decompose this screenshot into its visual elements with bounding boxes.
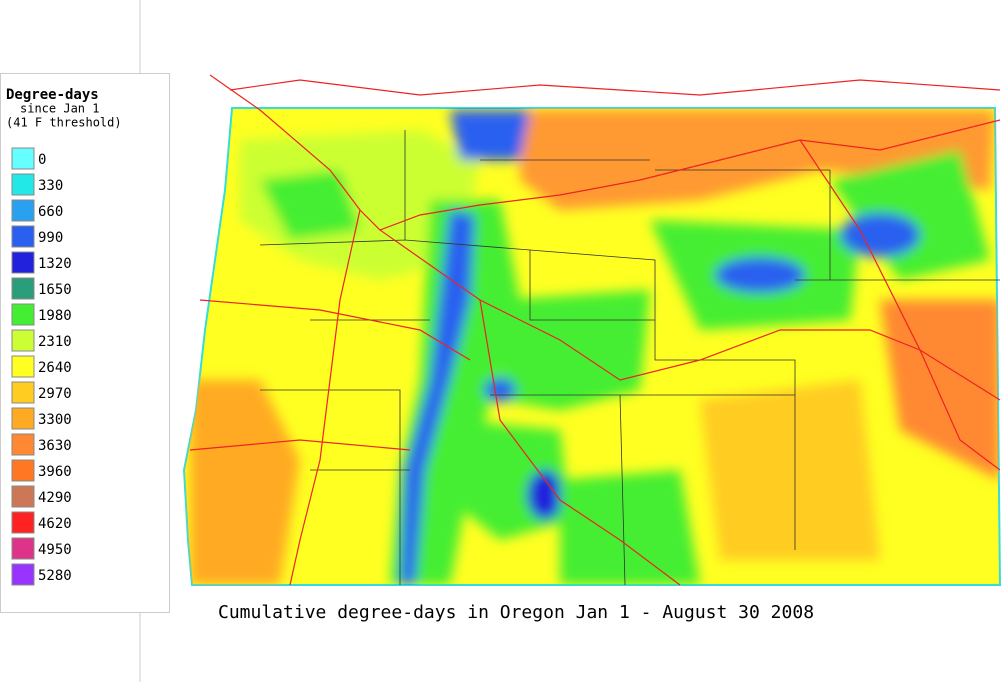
legend-swatch bbox=[11, 563, 35, 586]
legend-swatch bbox=[11, 329, 35, 352]
legend-swatch bbox=[11, 459, 35, 482]
legend-swatch bbox=[11, 381, 35, 404]
legend-swatch bbox=[11, 355, 35, 378]
legend-swatch bbox=[11, 485, 35, 508]
legend-swatch bbox=[11, 537, 35, 560]
legend-items: 0 330 660 990 1320 1650 1980 2310 2640 2970 3300 36… bbox=[11, 147, 72, 586]
legend-label: 4290 bbox=[38, 490, 72, 506]
legend-label: 2970 bbox=[38, 386, 72, 402]
temperature-field bbox=[190, 110, 1000, 585]
legend-label: 660 bbox=[38, 204, 63, 220]
legend-title: Degree-days bbox=[6, 87, 99, 103]
legend-label: 3630 bbox=[38, 438, 72, 454]
legend-swatch bbox=[11, 225, 35, 248]
map bbox=[182, 74, 1002, 586]
county-lines bbox=[259, 130, 1000, 586]
legend-swatch bbox=[11, 407, 35, 430]
legend-swatch bbox=[11, 147, 35, 170]
legend-label: 4620 bbox=[38, 516, 72, 532]
legend-label: 1320 bbox=[38, 256, 72, 272]
legend-label: 3300 bbox=[38, 412, 72, 428]
legend-label: 3960 bbox=[38, 464, 72, 480]
legend-swatch bbox=[11, 511, 35, 534]
legend-label: 990 bbox=[38, 230, 63, 246]
legend-label: 0 bbox=[38, 152, 46, 168]
legend-label: 5280 bbox=[38, 568, 72, 584]
legend-label: 2310 bbox=[38, 334, 72, 350]
legend-subtitle: since Jan 1 bbox=[20, 102, 99, 116]
legend-label: 4950 bbox=[38, 542, 72, 558]
legend-swatch bbox=[11, 199, 35, 222]
legend-label: 1980 bbox=[38, 308, 72, 324]
legend-swatch bbox=[11, 173, 35, 196]
legend-swatch bbox=[11, 303, 35, 326]
legend-label: 1650 bbox=[38, 282, 72, 298]
legend-label: 330 bbox=[38, 178, 63, 194]
legend-swatch bbox=[11, 277, 35, 300]
legend-label: 2640 bbox=[38, 360, 72, 376]
roads bbox=[189, 74, 1001, 586]
legend-threshold: (41 F threshold) bbox=[6, 116, 122, 130]
legend-swatch bbox=[11, 251, 35, 274]
legend-swatch bbox=[11, 433, 35, 456]
map-caption: Cumulative degree-days in Oregon Jan 1 -… bbox=[218, 602, 814, 623]
